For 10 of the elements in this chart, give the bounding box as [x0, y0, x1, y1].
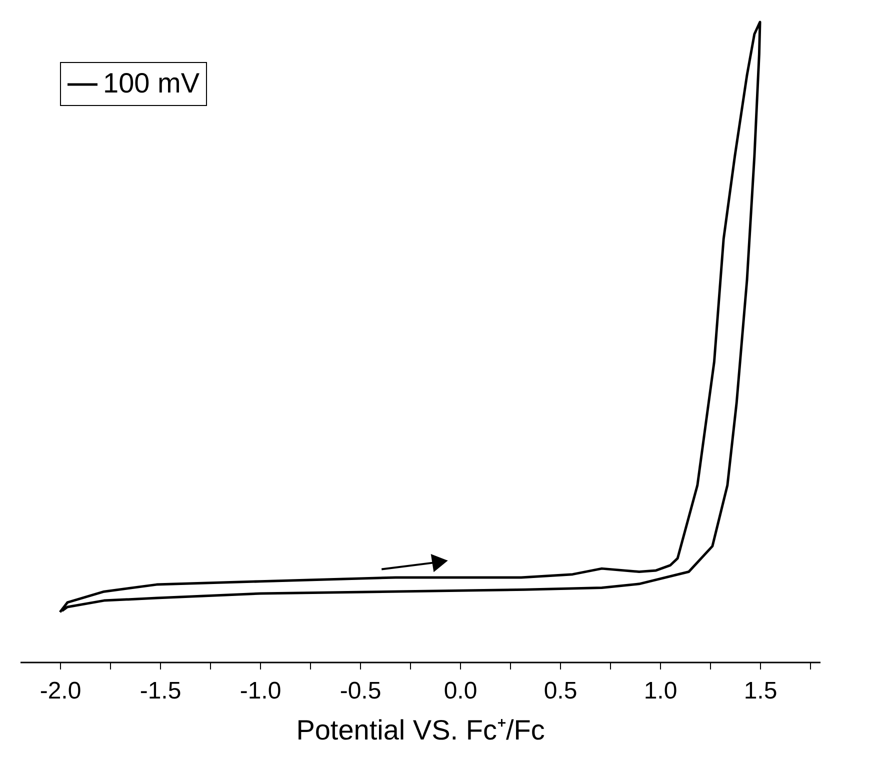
legend-label: 100 mV — [103, 68, 200, 98]
x-axis-title: Potential VS. Fc⁺/Fc — [296, 714, 545, 746]
x-tick-label: -0.5 — [340, 678, 382, 704]
x-tick-label: 0.5 — [544, 678, 578, 704]
x-tick-label: -1.0 — [240, 678, 282, 704]
x-tick-label: 1.0 — [644, 678, 678, 704]
x-tick-label: -1.5 — [140, 678, 182, 704]
x-tick-label: 1.5 — [744, 678, 778, 704]
x-tick-label: 0.0 — [444, 678, 478, 704]
x-tick-label: -2.0 — [40, 678, 82, 704]
